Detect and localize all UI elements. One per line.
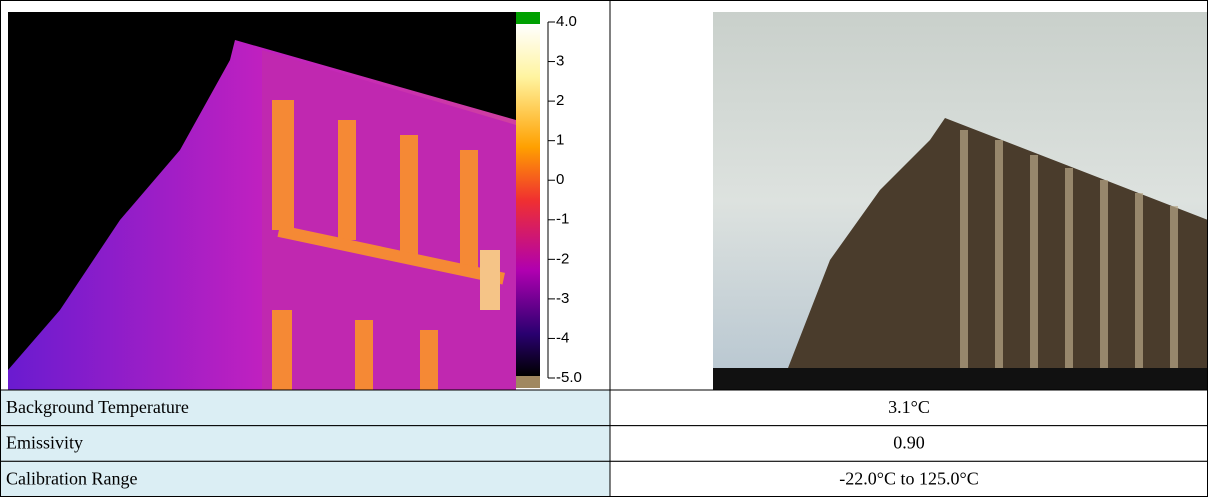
page: 4.03210-1-2-3-4-5.0 °C Background Temper… xyxy=(0,0,1208,497)
colorbar-label: 1 xyxy=(556,132,564,149)
label-cell xyxy=(0,426,610,462)
colorbar-label: -5.0 xyxy=(556,369,582,386)
row-value: 3.1°C xyxy=(888,397,930,417)
colorbar-label: 2 xyxy=(556,92,564,109)
colorbar-label: 0 xyxy=(556,171,564,188)
photo xyxy=(713,12,1208,390)
colorbar-labels: 4.0 3 2 1 0 -1 -2 -3 -4 -5.0 xyxy=(548,13,582,386)
colorbar-label: -1 xyxy=(556,211,569,228)
colorbar-label: 4.0 xyxy=(556,13,577,30)
row-label: Emissivity xyxy=(6,433,83,453)
colorbar-label: -3 xyxy=(556,290,569,307)
table: Background Temperature 3.1°C Emissivity 0.9… xyxy=(0,390,1208,497)
row-label: Background Temperature xyxy=(6,397,189,417)
row-label: Calibration Range xyxy=(6,468,137,488)
document: 4.03210-1-2-3-4-5.0 °C Background Temper… xyxy=(0,0,1208,497)
row-value: -22.0°C to 125.0°C xyxy=(839,468,978,488)
thermal-image xyxy=(8,12,548,390)
colorbar-label: 3 xyxy=(556,53,564,70)
colorbar-label: -4 xyxy=(556,329,569,346)
colorbar-label: -2 xyxy=(556,250,569,267)
row-value: 0.90 xyxy=(893,433,925,453)
